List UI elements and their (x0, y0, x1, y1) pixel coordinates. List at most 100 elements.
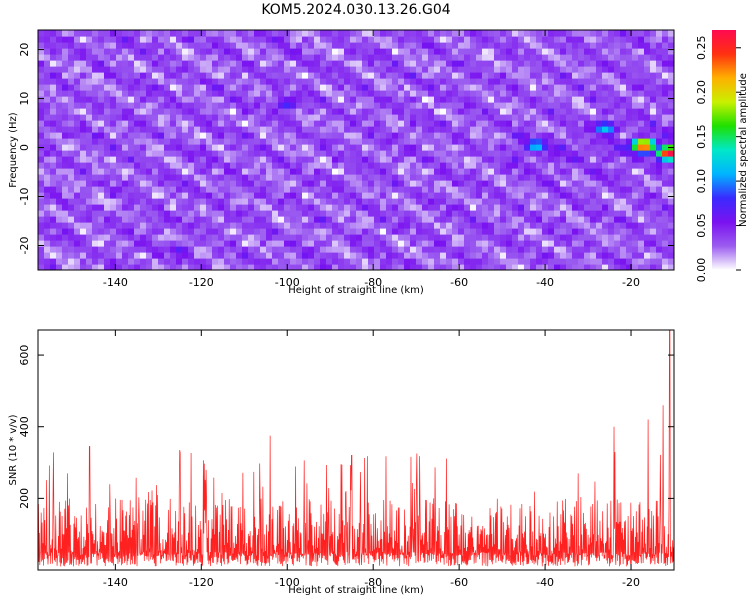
spectrogram-cell (620, 42, 627, 49)
spectrogram-cell (440, 246, 447, 253)
spectrogram-cell (254, 180, 261, 187)
spectrogram-cell (542, 156, 549, 163)
spectrogram-cell (494, 66, 501, 73)
spectrogram-cell (110, 186, 117, 193)
spectrogram-cell (296, 228, 303, 235)
spectrogram-cell (482, 102, 489, 109)
snr-x-tick-label: -120 (189, 576, 214, 589)
spectrogram-cell (572, 216, 579, 223)
spectrogram-cell (350, 126, 357, 133)
spectrogram-cell (350, 30, 357, 37)
spectrogram-cell (398, 168, 405, 175)
spectrogram-cell (248, 192, 255, 199)
spectrogram-x-tick-label: -80 (364, 276, 382, 289)
spectrogram-cell (422, 96, 429, 103)
spectrogram-cell (158, 78, 165, 85)
spectrogram-cell (572, 258, 579, 265)
spectrogram-cell (614, 258, 621, 265)
spectrogram-cell (626, 30, 633, 37)
snr-background (38, 330, 674, 570)
spectrogram-cell (218, 246, 225, 253)
spectrogram-cell (608, 144, 615, 151)
spectrogram-cell (446, 168, 453, 175)
spectrogram-cell (266, 180, 273, 187)
spectrogram-cell (302, 132, 309, 139)
spectrogram-cell (56, 204, 63, 211)
spectrogram-cell (536, 30, 543, 37)
spectrogram-cell (218, 48, 225, 55)
spectrogram-cell (272, 264, 279, 270)
spectrogram-cell (308, 168, 315, 175)
spectrogram-cell (212, 132, 219, 139)
spectrogram-cell (230, 72, 237, 79)
spectrogram-cell (518, 132, 525, 139)
spectrogram-cell (140, 126, 147, 133)
spectrogram-cell (566, 114, 573, 121)
spectrogram-cell (128, 54, 135, 61)
spectrogram-cell (458, 186, 465, 193)
spectrogram-cell (668, 168, 674, 175)
spectrogram-cell (230, 90, 237, 97)
spectrogram-cell (410, 264, 417, 270)
spectrogram-cell (584, 150, 591, 157)
spectrogram-cell (524, 138, 531, 145)
spectrogram-cell (572, 54, 579, 61)
spectrogram-cell (458, 66, 465, 73)
spectrogram-cell (104, 198, 111, 205)
spectrogram-cell (212, 144, 219, 151)
spectrogram-cell (536, 66, 543, 73)
spectrogram-cell (92, 96, 99, 103)
colorbar-tick-label: 0.10 (695, 169, 708, 194)
spectrogram-cell (116, 258, 123, 265)
spectrogram-cell (344, 186, 351, 193)
spectrogram-cell (302, 198, 309, 205)
spectrogram-cell (602, 144, 609, 151)
spectrogram-cell (644, 210, 651, 217)
spectrogram-cell (230, 96, 237, 103)
spectrogram-cell (302, 180, 309, 187)
spectrogram-cell (218, 150, 225, 157)
spectrogram-cell (248, 126, 255, 133)
spectrogram-cell (590, 252, 597, 259)
spectrogram-cell (602, 42, 609, 49)
spectrogram-cell (338, 144, 345, 151)
spectrogram-cell (548, 168, 555, 175)
spectrogram-cell (518, 120, 525, 127)
spectrogram-cell (446, 180, 453, 187)
spectrogram-cell (278, 36, 285, 43)
spectrogram-cell (416, 72, 423, 79)
spectrogram-cell (464, 72, 471, 79)
spectrogram-cell (146, 198, 153, 205)
spectrogram-cell (62, 204, 69, 211)
spectrogram-cell (422, 264, 429, 270)
spectrogram-cell (662, 72, 669, 79)
spectrogram-cell (206, 72, 213, 79)
spectrogram-cell (578, 102, 585, 109)
spectrogram-cell (662, 54, 669, 61)
spectrogram-cell (620, 102, 627, 109)
spectrogram-cell (128, 60, 135, 67)
spectrogram-cell (44, 264, 51, 270)
spectrogram-cell (158, 66, 165, 73)
spectrogram-cell (152, 126, 159, 133)
spectrogram-cell (596, 258, 603, 265)
spectrogram-cell (164, 234, 171, 241)
spectrogram-cell (500, 204, 507, 211)
spectrogram-cell (206, 108, 213, 115)
spectrogram-cell (506, 216, 513, 223)
spectrogram-cell (194, 132, 201, 139)
spectrogram-cell (590, 42, 597, 49)
spectrogram-cell (314, 186, 321, 193)
spectrogram-cell (416, 96, 423, 103)
spectrogram-cell (344, 216, 351, 223)
spectrogram-cell (212, 252, 219, 259)
spectrogram-cell (332, 144, 339, 151)
spectrogram-cell (524, 168, 531, 175)
spectrogram-cell (200, 84, 207, 91)
spectrogram-cell (374, 180, 381, 187)
spectrogram-cell (146, 60, 153, 67)
spectrogram-cell (362, 198, 369, 205)
spectrogram-cell (56, 228, 63, 235)
spectrogram-cell (584, 120, 591, 127)
